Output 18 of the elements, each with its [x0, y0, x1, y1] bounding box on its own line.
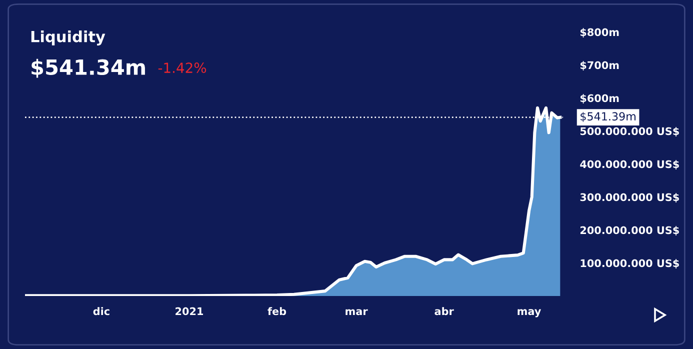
x-tick-label: may — [518, 309, 542, 318]
y-tick-label: $600m — [580, 94, 619, 104]
y-tick-label: $800m — [580, 28, 619, 38]
annotation: -1.42% — [158, 62, 206, 74]
chart-title: Liquidity — [31, 30, 106, 46]
ref-line-label: $541.39m — [580, 112, 636, 122]
y-tick-label: 300.000.000 US$ — [580, 193, 679, 202]
text: $541.34m — [32, 58, 145, 78]
y-tick-label: $700m — [580, 61, 619, 70]
y-tick-label: 100.000.000 US$ — [580, 259, 679, 268]
x-tick-label: feb — [268, 307, 286, 316]
y-tick-label: 200.000.000 US$ — [580, 226, 679, 236]
y-tick-label: 400.000.000 US$ — [580, 160, 679, 170]
y-tick-label: 500.000.000 US$ — [580, 127, 679, 136]
x-tick-label: 2021 — [176, 307, 204, 316]
x-tick-label: abr — [434, 307, 454, 316]
x-tick-label: mar — [346, 309, 368, 316]
x-tick-label: dic — [93, 307, 110, 316]
